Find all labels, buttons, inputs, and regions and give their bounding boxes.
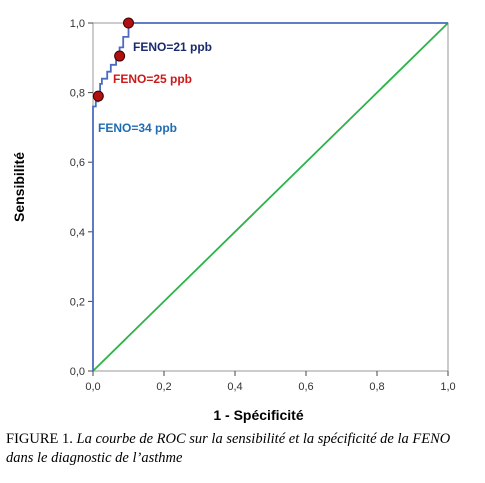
- x-tick-label: 0,8: [369, 381, 384, 393]
- y-tick-label: 0,4: [70, 227, 85, 239]
- y-tick-label: 0,6: [70, 157, 85, 169]
- chart-marks: [92, 17, 449, 372]
- caption-text: La courbe de ROC sur la sensibilité et l…: [6, 431, 451, 466]
- y-axis-title: Sensibilité: [11, 152, 27, 222]
- threshold-point: [92, 90, 104, 102]
- threshold-label: FENO=21 ppb: [133, 40, 212, 54]
- x-tick-label: 0,6: [298, 381, 313, 393]
- x-tick-label: 0,0: [85, 381, 100, 393]
- threshold-point: [114, 50, 126, 62]
- y-tick-label: 1,0: [70, 18, 85, 30]
- caption-label: FIGURE 1.: [6, 431, 73, 447]
- series-line-1: [92, 22, 449, 372]
- threshold-label: FENO=34 ppb: [98, 121, 177, 135]
- roc-chart: 0,0 0,2 0,4 0,6 0,8 1,0 0,0 0,2 0,4 0,6 0,8 1,0 1 - …: [11, 17, 456, 423]
- threshold-point: [123, 17, 134, 29]
- threshold-label: FENO=25 ppb: [113, 72, 192, 86]
- x-tick-label: 0,4: [227, 381, 242, 393]
- x-tick-label: 1,0: [440, 381, 455, 393]
- y-tick-label: 0,0: [70, 366, 85, 378]
- x-tick-label: 0,2: [156, 381, 171, 393]
- y-tick-label: 0,8: [70, 88, 85, 100]
- chart-axes: 0,0 0,2 0,4 0,6 0,8 1,0 0,0 0,2 0,4 0,6 0,8 1,0 1 - …: [11, 18, 456, 423]
- chart-labels: FENO=34 ppb FENO=25 ppb FENO=21 ppb: [98, 40, 212, 135]
- figure-caption: FIGURE 1. La courbe de ROC sur la sensib…: [6, 430, 476, 468]
- series-line-0: [92, 22, 448, 371]
- x-axis-title: 1 - Spécificité: [213, 407, 303, 423]
- y-tick-label: 0,2: [70, 296, 85, 308]
